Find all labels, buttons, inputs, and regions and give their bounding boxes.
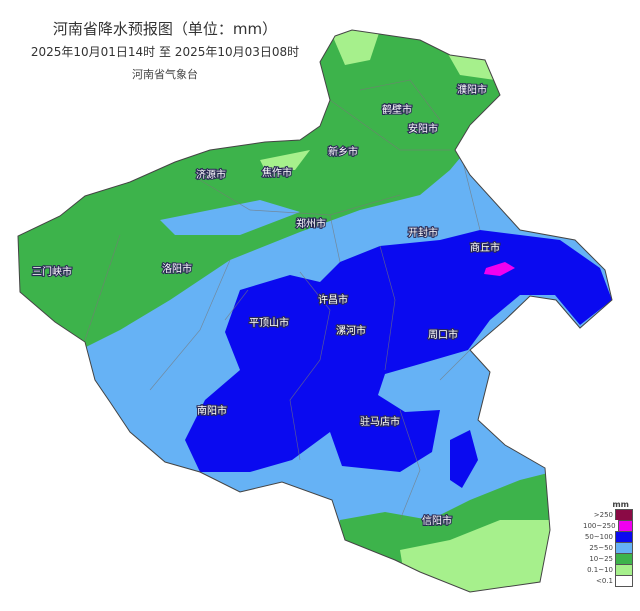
legend-label: >250: [593, 510, 613, 519]
region-50-100: [185, 230, 612, 488]
city-label: 三门峡市: [32, 265, 72, 278]
legend-swatch: [615, 553, 633, 564]
city-label: 鹤壁市: [382, 103, 412, 116]
issuer: 河南省气象台: [132, 68, 198, 81]
city-label: 信阳市: [422, 514, 452, 527]
legend-label: 25~50: [589, 543, 613, 552]
region-100-250: [484, 262, 515, 276]
legend-item: >250: [583, 509, 633, 520]
city-label: 濮阳市: [457, 83, 487, 96]
legend-item: 0.1~10: [583, 564, 633, 575]
legend-swatch: [615, 531, 633, 542]
city-label: 周口市: [428, 328, 458, 341]
city-label: 郑州市: [296, 217, 326, 230]
legend-item: 50~100: [583, 531, 633, 542]
legend: mm >250 100~250 50~100 25~50 10~25 0.1~10 <0.1: [583, 500, 633, 587]
city-label: 济源市: [196, 168, 226, 181]
city-label: 开封市: [408, 226, 438, 239]
city-label: 商丘市: [470, 241, 500, 254]
legend-item: 100~250: [583, 520, 633, 531]
legend-label: 10~25: [589, 554, 613, 563]
map-title: 河南省降水预报图（单位：mm）: [52, 20, 278, 38]
city-label: 驻马店市: [360, 415, 400, 428]
city-label: 新乡市: [328, 145, 358, 158]
legend-item: 25~50: [583, 542, 633, 553]
legend-unit: mm: [612, 500, 629, 509]
city-label: 洛阳市: [162, 262, 192, 275]
city-label: 许昌市: [318, 293, 348, 306]
legend-label: 50~100: [584, 532, 613, 541]
legend-swatch: [615, 509, 633, 520]
city-labels: 濮阳市 鹤壁市 安阳市 新乡市 济源市 焦作市 郑州市 开封市 商丘市 三门峡市…: [31, 82, 501, 528]
city-label: 焦作市: [262, 166, 292, 179]
legend-label: <0.1: [596, 576, 613, 585]
legend-swatch: [615, 542, 633, 553]
district-boundaries: [84, 79, 481, 521]
city-label: 漯河市: [336, 324, 366, 337]
legend-item: 10~25: [583, 553, 633, 564]
legend-label: 100~250: [583, 521, 616, 530]
legend-label: 0.1~10: [587, 565, 613, 574]
city-label: 平顶山市: [249, 316, 289, 329]
forecast-period: 2025年10月01日14时 至 2025年10月03日08时: [30, 45, 300, 59]
legend-item: <0.1: [583, 574, 633, 587]
city-label: 安阳市: [408, 122, 438, 135]
legend-swatch: [615, 564, 633, 575]
city-label: 南阳市: [197, 404, 227, 417]
legend-swatch: [617, 520, 633, 531]
legend-swatch: [615, 574, 633, 587]
region-25-50-west: [160, 200, 300, 235]
